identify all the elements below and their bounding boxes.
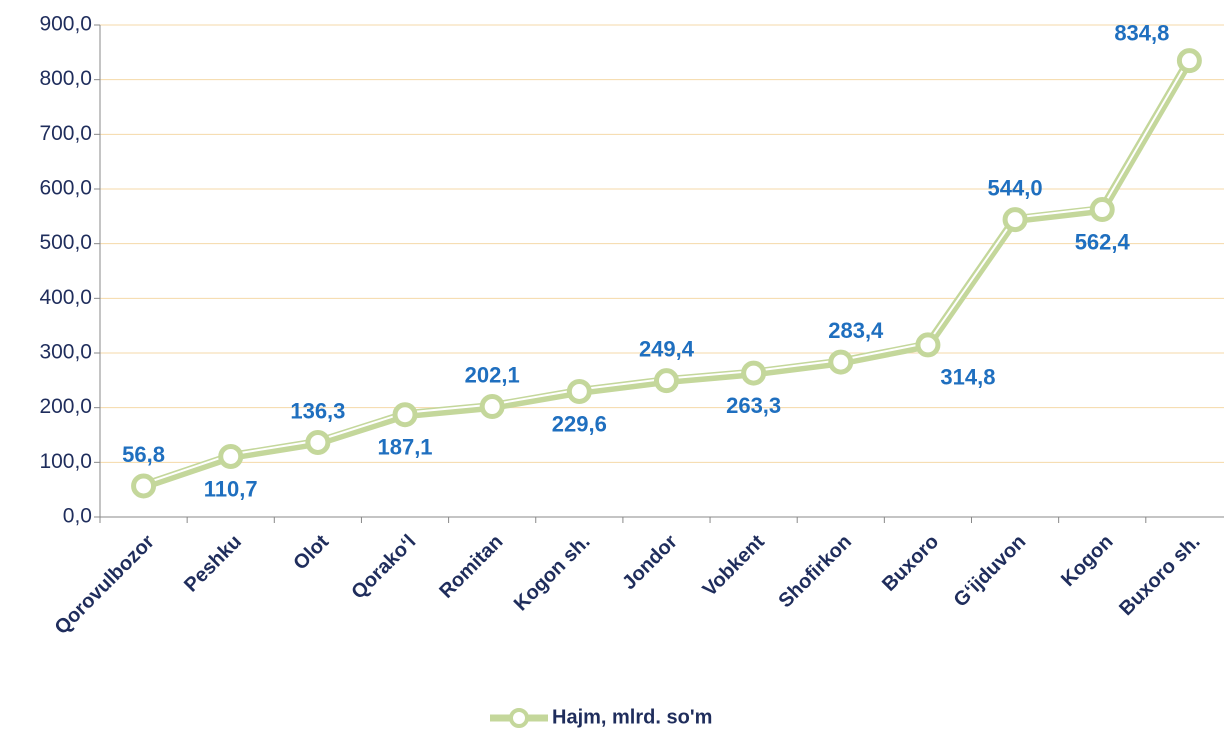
- x-tick-label: Buxoro sh.: [1115, 531, 1204, 620]
- y-tick-label: 700,0: [39, 122, 92, 145]
- marker: [1176, 48, 1202, 74]
- x-tick-label: Vobkent: [699, 530, 770, 601]
- y-tick-label: 200,0: [39, 395, 92, 418]
- data-label: 202,1: [465, 362, 520, 387]
- data-label: 249,4: [639, 336, 695, 361]
- marker: [915, 332, 941, 358]
- marker: [741, 360, 767, 386]
- data-label: 136,3: [290, 398, 345, 423]
- x-tick-label: G‘ijduvon: [950, 531, 1031, 612]
- x-tick-label: Romitan: [435, 531, 507, 603]
- data-label: 110,7: [204, 476, 258, 501]
- y-tick-label: 0,0: [63, 505, 92, 528]
- marker: [1089, 197, 1115, 223]
- marker: [479, 394, 505, 420]
- x-tick-label: Olot: [289, 530, 333, 574]
- legend-label: Hajm, mlrd. so'm: [552, 706, 712, 728]
- y-tick-label: 300,0: [39, 341, 92, 364]
- y-tick-label: 400,0: [39, 286, 92, 309]
- marker: [392, 402, 418, 428]
- data-label: 562,4: [1075, 229, 1131, 254]
- marker: [218, 443, 244, 469]
- data-label: 834,8: [1114, 20, 1169, 45]
- y-tick-label: 500,0: [39, 231, 92, 254]
- data-label: 283,4: [828, 318, 884, 343]
- x-tick-label: Qorovulbozor: [51, 531, 159, 639]
- y-tick-label: 600,0: [39, 177, 92, 200]
- data-label: 187,1: [377, 435, 432, 460]
- y-tick-label: 900,0: [39, 13, 92, 36]
- marker: [1002, 207, 1028, 233]
- x-tick-label: Shofirkon: [774, 531, 856, 613]
- marker: [653, 368, 679, 394]
- x-tick-label: Jondor: [618, 531, 682, 595]
- marker: [305, 429, 331, 455]
- marker: [566, 378, 592, 404]
- x-tick-label: Buxoro: [878, 531, 943, 596]
- y-tick-label: 100,0: [39, 450, 92, 473]
- x-tick-label: Kogon: [1057, 531, 1117, 591]
- x-tick-label: Peshku: [180, 531, 246, 597]
- y-tick-label: 800,0: [39, 67, 92, 90]
- marker: [828, 349, 854, 375]
- data-label: 229,6: [552, 411, 607, 436]
- data-label: 314,8: [940, 365, 995, 390]
- marker: [131, 473, 157, 499]
- x-tick-label: Qorako‘l: [347, 531, 420, 604]
- legend-marker: [509, 708, 529, 728]
- data-label: 56,8: [122, 442, 165, 467]
- data-label: 544,0: [988, 175, 1043, 200]
- x-tick-label: Kogon sh.: [510, 531, 595, 616]
- data-label: 263,3: [726, 393, 781, 418]
